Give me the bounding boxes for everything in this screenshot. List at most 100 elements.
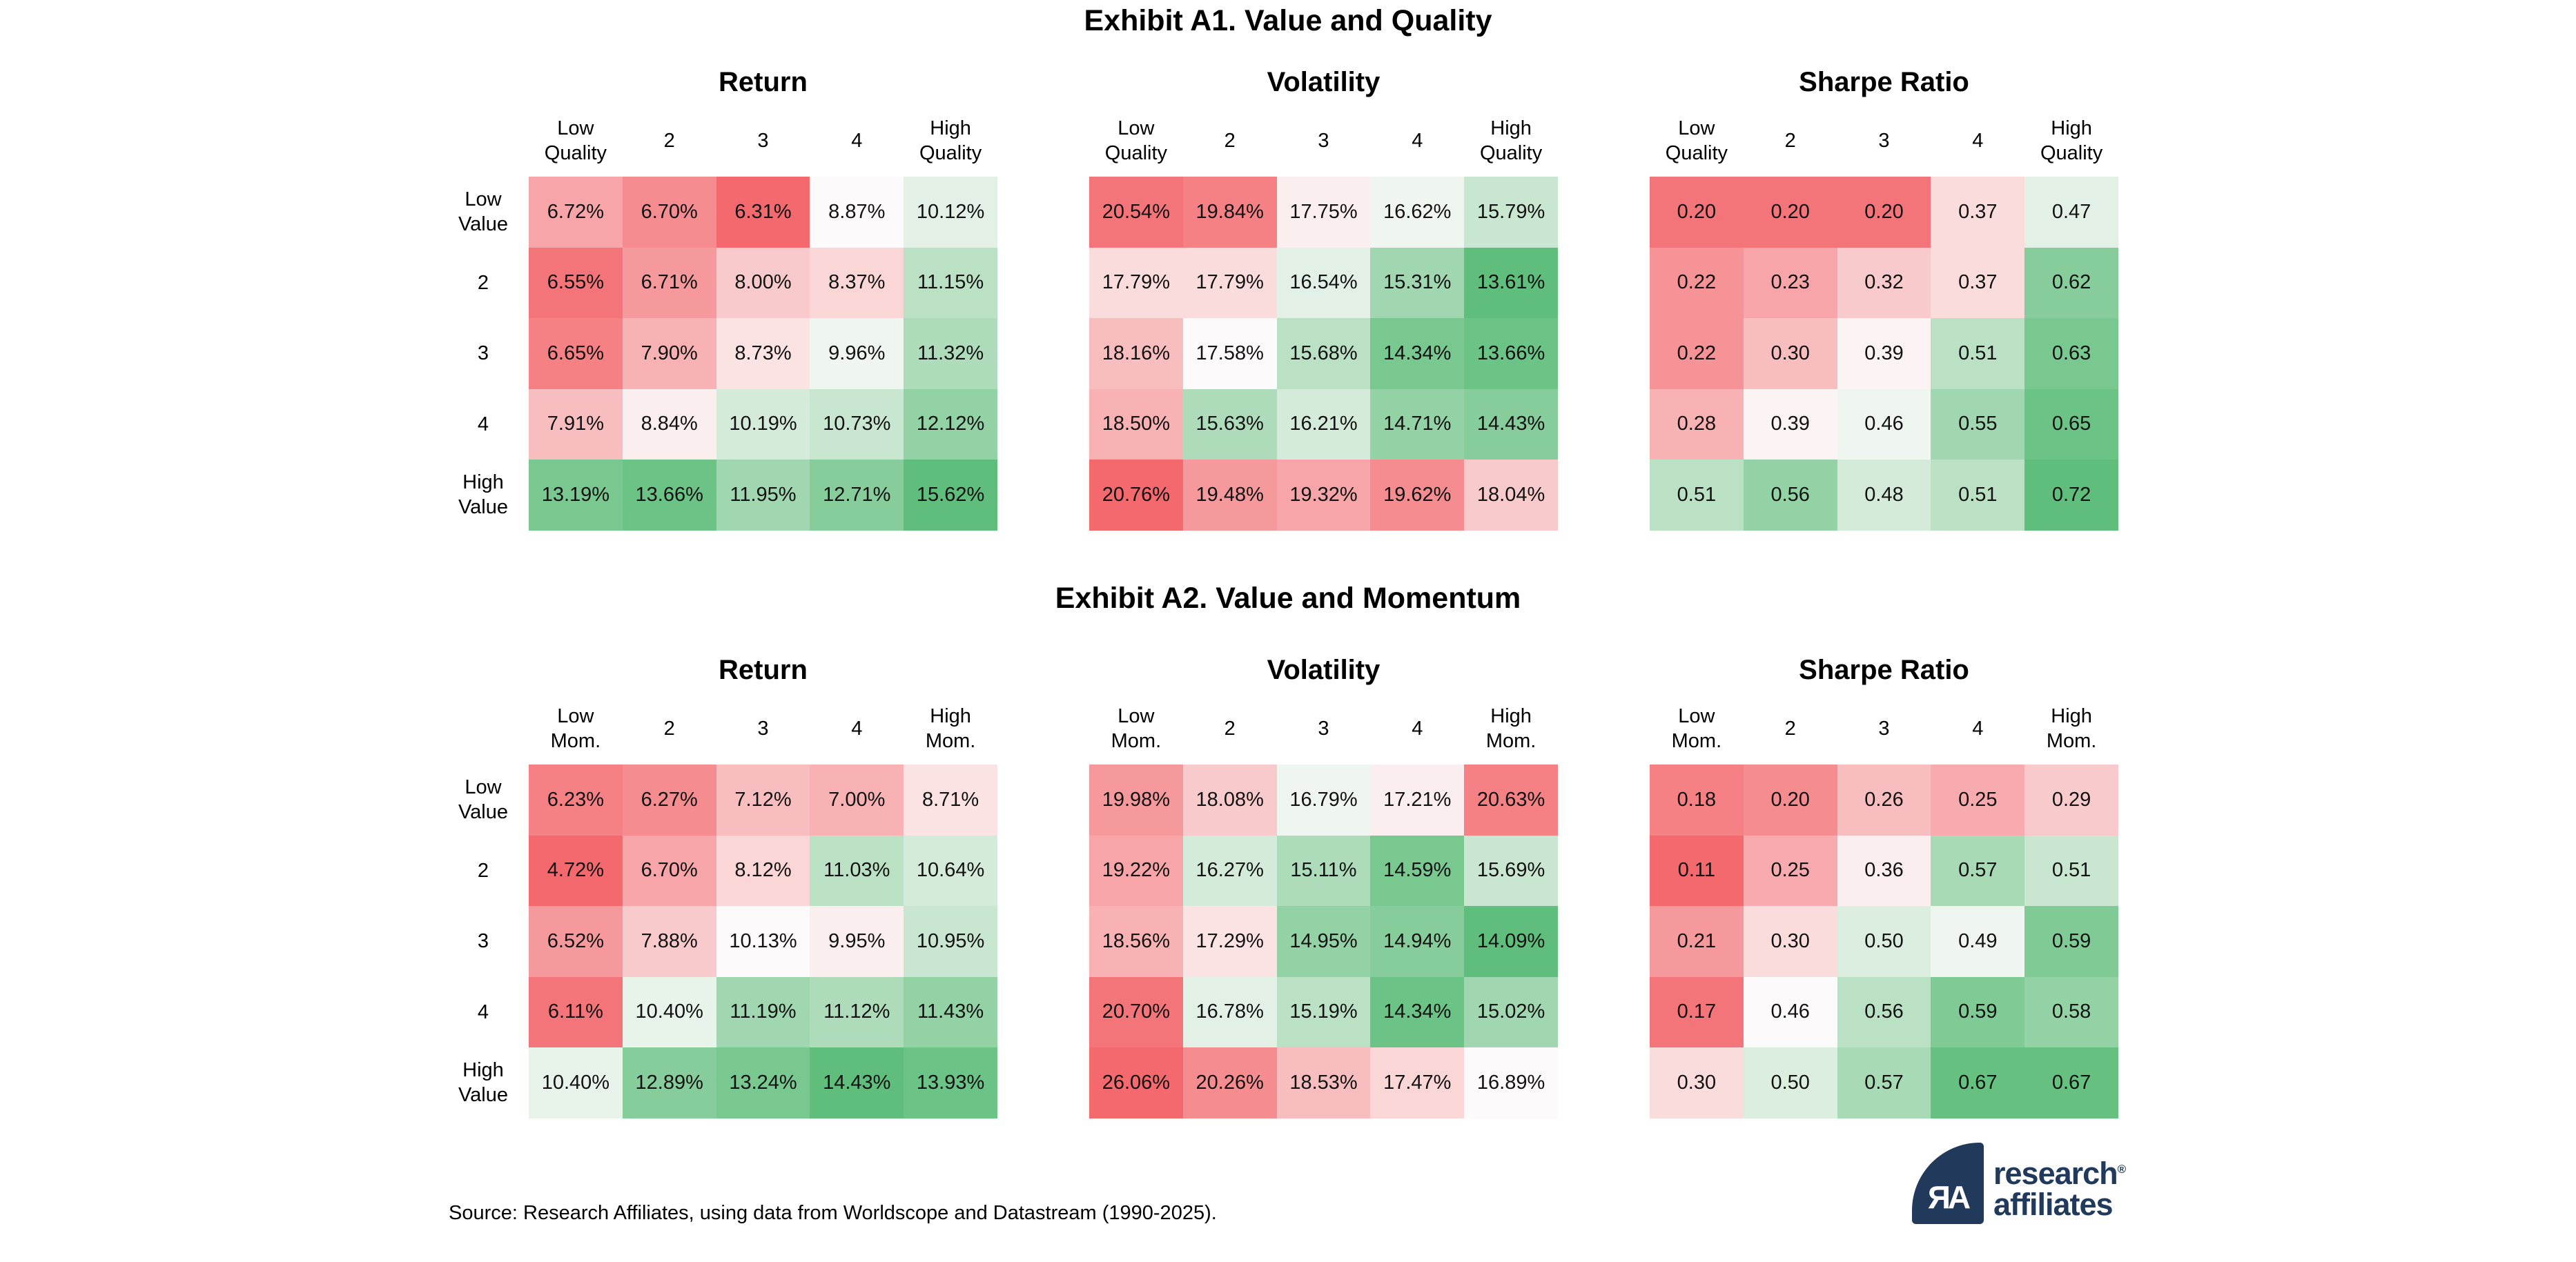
heatmap-cell: 15.62% (904, 460, 997, 531)
heatmap-cell: 0.37 (1931, 177, 2025, 248)
heatmap-cell: 0.65 (2024, 388, 2118, 460)
heatmap-cell: 0.57 (1837, 1047, 1931, 1118)
heatmap-cell: 0.20 (1650, 177, 1744, 248)
heatmap-cell: 18.04% (1464, 460, 1558, 531)
heatmap-cell: 18.08% (1182, 765, 1277, 836)
heatmap-cell: 14.34% (1370, 976, 1465, 1047)
heatmap-cell: 7.90% (622, 318, 716, 389)
heatmap-cell: 0.46 (1743, 976, 1837, 1047)
heatmap-cell: 0.32 (1837, 247, 1931, 318)
heatmap-cell: 15.19% (1276, 976, 1371, 1047)
heatmap-cell: 8.87% (810, 177, 904, 248)
heatmap-cell: 13.24% (716, 1047, 810, 1118)
heatmap-cell: 11.19% (716, 976, 810, 1047)
column-header: 3 (757, 718, 769, 740)
column-header: 3 (1878, 130, 1890, 152)
column-header: Low Quality (1104, 117, 1168, 164)
heatmap-cell: 15.31% (1370, 247, 1465, 318)
row-label: High Value (458, 1059, 509, 1107)
table-title: Sharpe Ratio (1799, 655, 1969, 685)
heatmap-cell: 0.63 (2024, 318, 2118, 389)
heatmap-cell: 15.69% (1464, 835, 1558, 906)
column-headers: Low Quality 2 3 4 High Quality (1650, 106, 2118, 175)
heatmap-cell: 19.22% (1089, 835, 1183, 906)
heatmap-cell: 12.71% (810, 460, 904, 531)
heatmap-cell: 14.43% (810, 1047, 904, 1118)
heatmap-cell: 6.52% (529, 906, 623, 977)
heatmap-cell: 10.95% (904, 906, 997, 977)
heatmap-cell: 15.68% (1276, 318, 1371, 389)
column-header: 3 (1318, 130, 1329, 152)
column-header: 4 (1972, 130, 1984, 152)
heatmap-cell: 8.71% (904, 765, 997, 836)
heatmap-cell: 20.54% (1089, 177, 1183, 248)
heatmap-cell: 6.23% (529, 765, 623, 836)
heatmap-cell: 19.84% (1182, 177, 1277, 248)
heatmap-cell: 14.95% (1276, 906, 1371, 977)
heatmap-cell: 14.71% (1370, 388, 1465, 460)
heatmap-cell: 16.89% (1464, 1047, 1558, 1118)
heatmap-cell: 6.70% (622, 177, 716, 248)
heatmap-cell: 18.56% (1089, 906, 1183, 977)
heatmap-cell: 10.64% (904, 835, 997, 906)
heatmap-cell: 17.75% (1276, 177, 1371, 248)
heatmap-cell: 7.88% (622, 906, 716, 977)
heatmap-cell: 0.22 (1650, 247, 1744, 318)
heatmap-cell: 0.17 (1650, 976, 1744, 1047)
heatmap-cell: 17.79% (1089, 247, 1183, 318)
column-header: 2 (1784, 130, 1796, 152)
column-header: 3 (1318, 718, 1329, 740)
heatmap-cell: 0.59 (2024, 906, 2118, 977)
heatmap-cell: 0.20 (1837, 177, 1931, 248)
heatmap-cell: 18.16% (1089, 318, 1183, 389)
heatmap-cell: 16.62% (1370, 177, 1465, 248)
column-header: 2 (663, 130, 675, 152)
heatmap-cell: 18.53% (1276, 1047, 1371, 1118)
column-header: High Mom. (1485, 705, 1536, 752)
heatmap-cell: 13.66% (622, 460, 716, 531)
heatmap-grid: 6.72% 6.70% 6.31% 8.87% 10.12% 6.55% 6.71% 8.00… (529, 177, 997, 531)
heatmap-cell: 6.27% (622, 765, 716, 836)
heatmap-cell: 10.73% (810, 388, 904, 460)
research-affiliates-logo: ЯA research® affiliates (1912, 1143, 2126, 1224)
heatmap-cell: 14.43% (1464, 388, 1558, 460)
row-label: 2 (477, 271, 489, 294)
table-title: Volatility (1267, 655, 1380, 685)
heatmap-cell: 15.11% (1276, 835, 1371, 906)
column-header: 2 (1784, 718, 1796, 740)
heatmap-cell: 0.20 (1743, 177, 1837, 248)
heatmap-cell: 6.71% (622, 247, 716, 318)
exhibit-title: Exhibit A1. Value and Quality (1084, 4, 1492, 37)
heatmap-cell: 9.95% (810, 906, 904, 977)
column-header: Low Mom. (1671, 705, 1722, 752)
heatmap-cell: 8.12% (716, 835, 810, 906)
heatmap-cell: 0.67 (2024, 1047, 2118, 1118)
heatmap-cell: 8.37% (810, 247, 904, 318)
row-labels: Low Value 2 3 4 High Value (428, 765, 538, 1118)
heatmap-cell: 16.79% (1276, 765, 1371, 836)
column-header: High Quality (2040, 117, 2103, 164)
heatmap-cell: 13.93% (904, 1047, 997, 1118)
heatmap-cell: 15.02% (1464, 976, 1558, 1047)
row-labels: Low Value 2 3 4 High Value (428, 177, 538, 531)
row-label: Low Value (458, 776, 509, 824)
column-headers: Low Quality 2 3 4 High Quality (1089, 106, 1558, 175)
heatmap-cell: 0.51 (1650, 460, 1744, 531)
heatmap-cell: 0.18 (1650, 765, 1744, 836)
logo-word-affiliates: affiliates (1993, 1187, 2114, 1222)
row-label: High Value (458, 471, 509, 519)
row-label: 3 (477, 930, 489, 953)
heatmap-cell: 12.89% (622, 1047, 716, 1118)
row-label: 4 (477, 413, 489, 435)
heatmap-cell: 8.84% (622, 388, 716, 460)
heatmap-cell: 0.30 (1650, 1047, 1744, 1118)
table-title: Sharpe Ratio (1799, 67, 1969, 97)
heatmap-cell: 6.55% (529, 247, 623, 318)
column-header: High Mom. (2046, 705, 2097, 752)
heatmap-cell: 14.94% (1370, 906, 1465, 977)
heatmap-grid: 20.54% 19.84% 17.75% 16.62% 15.79% 17.79% 17.7… (1089, 177, 1558, 531)
column-headers: Low Mom. 2 3 4 High Mom. (1650, 694, 2118, 763)
column-header: 4 (1412, 718, 1423, 740)
heatmap-cell: 10.13% (716, 906, 810, 977)
